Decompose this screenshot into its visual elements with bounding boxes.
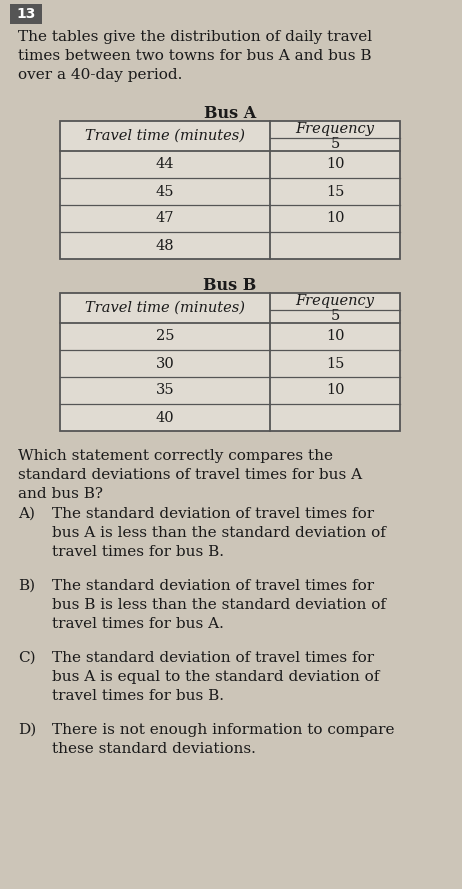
Text: 40: 40 (156, 411, 174, 425)
FancyBboxPatch shape (60, 293, 400, 431)
Text: 25: 25 (156, 330, 174, 343)
Text: Frequency: Frequency (296, 294, 375, 308)
Text: Travel time (minutes): Travel time (minutes) (85, 301, 245, 315)
FancyBboxPatch shape (10, 4, 42, 24)
Text: 48: 48 (156, 238, 174, 252)
Text: 15: 15 (326, 185, 344, 198)
Text: 35: 35 (156, 383, 174, 397)
Text: The tables give the distribution of daily travel
times between two towns for bus: The tables give the distribution of dail… (18, 30, 372, 82)
Text: 47: 47 (156, 212, 174, 226)
Text: 10: 10 (326, 157, 344, 172)
Text: Frequency: Frequency (296, 123, 375, 136)
Text: A): A) (18, 507, 35, 521)
Text: 15: 15 (326, 356, 344, 371)
Text: The standard deviation of travel times for
bus A is equal to the standard deviat: The standard deviation of travel times f… (52, 651, 379, 703)
Text: 10: 10 (326, 212, 344, 226)
FancyBboxPatch shape (60, 121, 400, 259)
Text: Bus B: Bus B (203, 277, 256, 294)
Text: Bus A: Bus A (204, 105, 256, 122)
Text: 5: 5 (330, 309, 340, 324)
Text: 10: 10 (326, 383, 344, 397)
Text: 45: 45 (156, 185, 174, 198)
Text: C): C) (18, 651, 36, 665)
Text: 5: 5 (330, 137, 340, 151)
Text: The standard deviation of travel times for
bus A is less than the standard devia: The standard deviation of travel times f… (52, 507, 386, 559)
Text: Which statement correctly compares the
standard deviations of travel times for b: Which statement correctly compares the s… (18, 449, 362, 501)
Text: 13: 13 (16, 7, 36, 21)
Text: 44: 44 (156, 157, 174, 172)
Text: B): B) (18, 579, 35, 593)
Text: 10: 10 (326, 330, 344, 343)
Text: Travel time (minutes): Travel time (minutes) (85, 129, 245, 143)
Text: The standard deviation of travel times for
bus B is less than the standard devia: The standard deviation of travel times f… (52, 579, 386, 631)
Text: There is not enough information to compare
these standard deviations.: There is not enough information to compa… (52, 723, 395, 756)
Text: D): D) (18, 723, 36, 737)
Text: 30: 30 (156, 356, 174, 371)
